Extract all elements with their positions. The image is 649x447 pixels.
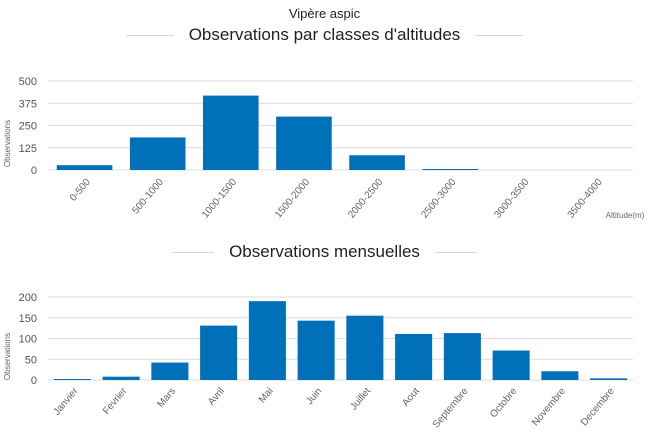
altitude-chart-title: Observations par classes d'altitudes	[0, 25, 649, 45]
monthly-category-label: Aout	[400, 386, 422, 409]
altitude-bar	[276, 116, 332, 170]
monthly-bar	[297, 320, 335, 380]
altitude-x-axis-label: Altitude(m)	[606, 211, 645, 220]
monthly-category-label: Decembre	[579, 386, 617, 429]
altitude-category-label: 0-500	[68, 177, 93, 204]
altitude-bar	[349, 155, 405, 170]
monthly-category-label: Octobre	[488, 386, 520, 421]
monthly-y-tick-label: 150	[19, 313, 37, 325]
monthly-y-axis-label: Observations	[3, 333, 12, 380]
altitude-y-axis-label: Observations	[3, 120, 12, 167]
monthly-y-tick-label: 200	[19, 292, 37, 304]
altitude-y-tick-label: 125	[19, 143, 37, 155]
monthly-category-label: Juin	[304, 386, 324, 407]
altitude-chart: 0 125 250 375 500 Observations 0-500 500-1000 10…	[3, 76, 645, 221]
monthly-y-tick-label: 0	[31, 375, 37, 387]
altitude-y-tick-label: 375	[19, 98, 37, 110]
altitude-bar	[203, 95, 259, 170]
monthly-category-label: Mars	[155, 386, 178, 410]
monthly-bar	[395, 333, 433, 380]
monthly-bar	[541, 371, 579, 380]
monthly-chart-title: Observations mensuelles	[0, 242, 649, 262]
title-rule-left	[125, 35, 174, 37]
altitude-category-label: 3000-3500	[492, 177, 531, 221]
species-name: Vipère aspic	[288, 6, 361, 21]
monthly-bar	[53, 379, 91, 380]
monthly-y-tick-label: 50	[25, 354, 37, 366]
title-rule-left	[172, 252, 215, 254]
altitude-category-label: 2000-2500	[346, 177, 385, 221]
monthly-bar	[151, 362, 189, 380]
monthly-category-label: Janvier	[52, 385, 82, 417]
monthly-y-tick-label: 100	[19, 334, 37, 346]
altitude-y-tick-label: 500	[19, 76, 37, 88]
altitude-category-label: 2500-3000	[419, 177, 458, 221]
monthly-category-label: Mai	[257, 386, 276, 405]
altitude-category-label: 1000-1500	[200, 177, 239, 221]
monthly-category-label: Novembre	[530, 386, 568, 429]
monthly-bar	[443, 333, 481, 380]
monthly-bar	[102, 376, 140, 380]
monthly-category-label: Juillet	[348, 386, 373, 413]
altitude-bar	[56, 165, 113, 170]
monthly-chart: 0 50 100 150 200 Observations Janvier Fevrier Ma…	[3, 292, 633, 430]
monthly-category-label: Avril	[206, 386, 227, 408]
monthly-chart-title-text: Observations mensuelles	[229, 242, 420, 261]
monthly-bar	[590, 378, 628, 380]
monthly-category-label: Fevrier	[101, 385, 130, 416]
altitude-bar	[129, 137, 186, 170]
altitude-category-label: 500-1000	[130, 177, 166, 217]
altitude-bar	[422, 169, 478, 170]
monthly-category-label: Septembre	[431, 386, 471, 431]
altitude-category-label: 3500-4000	[566, 177, 605, 221]
altitude-y-tick-label: 0	[31, 165, 37, 177]
title-rule-right	[434, 252, 477, 254]
monthly-bar	[248, 301, 286, 380]
altitude-chart-title-text: Observations par classes d'altitudes	[188, 25, 461, 44]
monthly-bar	[492, 350, 530, 380]
monthly-bar	[200, 325, 238, 380]
altitude-category-label: 1500-2000	[273, 177, 312, 221]
altitude-y-tick-label: 250	[19, 121, 37, 133]
monthly-bar	[346, 315, 384, 380]
title-rule-right	[475, 35, 524, 37]
